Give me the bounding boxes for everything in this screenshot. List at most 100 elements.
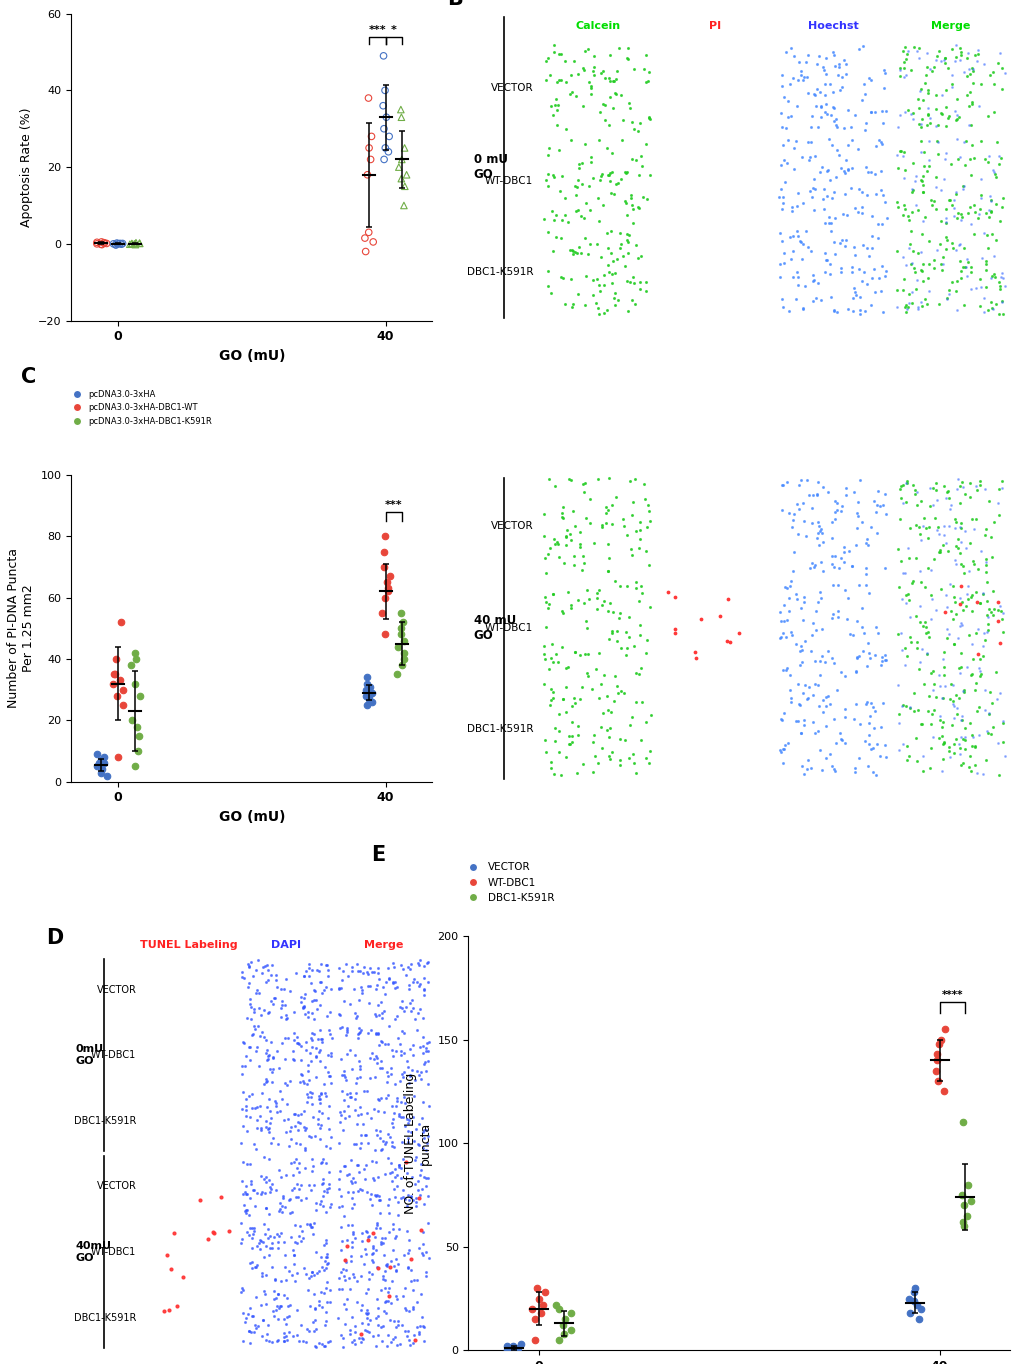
Point <box>363 125 379 147</box>
Y-axis label: Apoptosis Rate (%): Apoptosis Rate (%) <box>19 108 33 226</box>
Point <box>98 232 114 254</box>
Point <box>108 235 124 256</box>
Point <box>536 1281 552 1303</box>
Point <box>357 228 373 250</box>
Point <box>107 663 123 685</box>
Text: WT-DBC1: WT-DBC1 <box>485 176 533 186</box>
Text: 0mU
GO: 0mU GO <box>75 1045 103 1065</box>
Text: DBC1-K591R: DBC1-K591R <box>467 724 533 734</box>
Point <box>379 572 395 593</box>
Point <box>127 232 144 254</box>
Point <box>912 1299 928 1320</box>
Legend: pcDNA3.0-3xHA, pcDNA3.0-3xHA-DBC1-WT, pcDNA3.0-3xHA-DBC1-K591R: pcDNA3.0-3xHA, pcDNA3.0-3xHA-DBC1-WT, pc… <box>68 387 215 428</box>
Point <box>364 692 380 713</box>
Point <box>127 648 144 670</box>
Point <box>930 1033 947 1054</box>
Point <box>393 149 410 170</box>
Point <box>126 756 143 777</box>
Point <box>96 753 112 775</box>
Text: *: * <box>390 25 396 34</box>
Point <box>905 1290 921 1312</box>
Point <box>555 1323 572 1345</box>
Point <box>927 1060 944 1082</box>
Point <box>954 1112 970 1133</box>
Point <box>381 125 397 147</box>
Point <box>380 581 396 603</box>
Text: Merge: Merge <box>364 940 403 951</box>
Point <box>392 618 409 640</box>
Point <box>959 1173 975 1195</box>
Point <box>128 716 145 738</box>
Point <box>96 232 112 254</box>
Point <box>89 232 105 254</box>
Point <box>377 136 393 158</box>
Point <box>359 694 375 716</box>
Point <box>528 1277 544 1299</box>
Point <box>928 1049 945 1071</box>
Point <box>105 233 121 255</box>
Point <box>361 136 377 158</box>
Point <box>359 164 375 186</box>
Y-axis label: NO. of TUNEL Labeling
puncta: NO. of TUNEL Labeling puncta <box>404 1072 432 1214</box>
Point <box>110 233 126 255</box>
Point <box>562 1319 579 1341</box>
Point <box>131 724 148 746</box>
Point <box>122 655 139 677</box>
Point <box>394 611 411 633</box>
Point <box>953 1184 969 1206</box>
Point <box>359 672 375 694</box>
Point <box>523 1299 539 1320</box>
Text: 40mU
GO: 40mU GO <box>75 1241 111 1263</box>
Point <box>358 240 374 262</box>
Point <box>955 1195 971 1217</box>
Text: VECTOR: VECTOR <box>97 985 137 994</box>
Point <box>954 1211 970 1233</box>
Point <box>358 685 374 707</box>
Point <box>905 1281 921 1303</box>
Point <box>378 106 394 128</box>
Point <box>365 231 381 252</box>
Point <box>113 611 129 633</box>
Text: ****: **** <box>941 990 962 1000</box>
Point <box>374 602 390 623</box>
Point <box>498 1339 515 1361</box>
Point <box>112 232 128 254</box>
Point <box>359 667 375 689</box>
Point <box>375 540 391 562</box>
Point <box>554 1315 571 1337</box>
Point <box>375 117 391 139</box>
Point <box>108 648 124 670</box>
Point <box>396 648 413 670</box>
Point <box>91 753 107 775</box>
Text: VECTOR: VECTOR <box>490 521 533 531</box>
Point <box>910 1308 926 1330</box>
Point <box>93 761 109 783</box>
Text: VECTOR: VECTOR <box>97 1181 137 1191</box>
Point <box>113 233 129 255</box>
Point <box>89 756 105 777</box>
Text: WT-DBC1: WT-DBC1 <box>91 1247 137 1258</box>
Point <box>89 743 105 765</box>
X-axis label: GO (mU): GO (mU) <box>218 810 285 824</box>
Point <box>934 1080 951 1102</box>
Point <box>114 694 130 716</box>
Point <box>398 164 415 186</box>
Point <box>931 1028 948 1050</box>
Point <box>131 685 148 707</box>
Point <box>131 232 148 254</box>
Point <box>927 1043 944 1065</box>
Point <box>530 1288 546 1309</box>
Point <box>388 663 405 685</box>
Point <box>526 1329 542 1350</box>
Text: DAPI: DAPI <box>271 940 301 951</box>
Point <box>395 195 412 217</box>
Point <box>93 749 109 771</box>
Point <box>123 233 140 255</box>
Point <box>112 670 128 692</box>
Point <box>498 1335 515 1357</box>
Text: D: D <box>46 928 63 948</box>
Text: Hoechst: Hoechst <box>807 22 858 31</box>
Text: WT-DBC1: WT-DBC1 <box>91 1050 137 1060</box>
Point <box>93 231 109 252</box>
Point <box>393 623 410 645</box>
